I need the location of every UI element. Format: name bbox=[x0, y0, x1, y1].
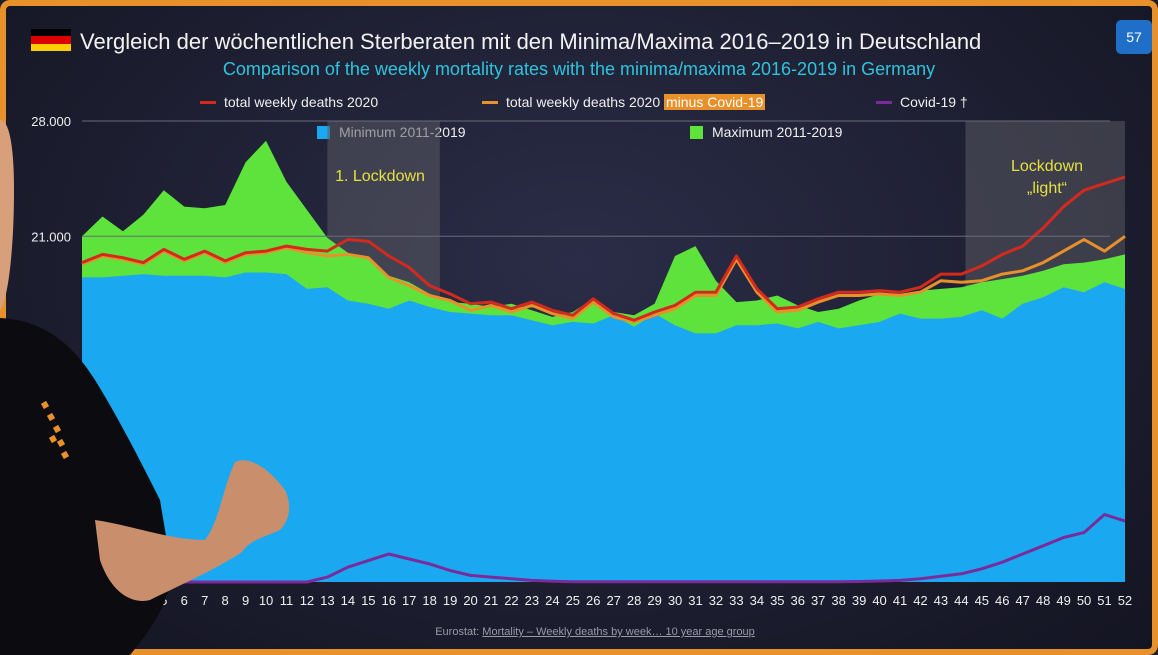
legend-minimum-swatch bbox=[317, 125, 330, 139]
source-citation: Eurostat: Mortality – Weekly deaths by w… bbox=[0, 626, 1158, 638]
legend-total: total weekly deaths 2020 bbox=[200, 94, 378, 110]
x-tick-label: 26 bbox=[586, 593, 600, 608]
x-tick-label: 22 bbox=[504, 593, 518, 608]
x-tick-label: 38 bbox=[831, 593, 845, 608]
x-tick-label: 24 bbox=[545, 593, 559, 608]
x-tick-label: 25 bbox=[566, 593, 580, 608]
x-tick-label: 13 bbox=[320, 593, 334, 608]
legend-covid-swatch bbox=[876, 100, 892, 104]
x-tick-label: 51 bbox=[1097, 593, 1111, 608]
legend-minus-covid-label: total weekly deaths 2020 bbox=[506, 94, 661, 110]
x-tick-label: 20 bbox=[463, 593, 477, 608]
x-tick-label: 19 bbox=[443, 593, 457, 608]
legend-covid-label: Covid-19 † bbox=[900, 94, 968, 110]
presenter-silhouette bbox=[0, 120, 290, 655]
x-tick-label: 21 bbox=[484, 593, 498, 608]
legend-covid: Covid-19 † bbox=[876, 94, 968, 110]
x-tick-label: 14 bbox=[341, 593, 355, 608]
x-tick-label: 49 bbox=[1056, 593, 1070, 608]
x-tick-label: 7 bbox=[201, 593, 208, 608]
x-tick-label: 32 bbox=[709, 593, 723, 608]
x-tick-label: 28 bbox=[627, 593, 641, 608]
legend-maximum: Maximum 2011-2019 bbox=[690, 124, 842, 140]
line-covid-19 bbox=[82, 513, 1126, 584]
x-tick-label: 44 bbox=[954, 593, 968, 608]
x-tick-label: 43 bbox=[934, 593, 948, 608]
chart-title: Vergleich der wöchentlichen Sterberaten … bbox=[80, 29, 982, 54]
x-tick-label: 37 bbox=[811, 593, 825, 608]
x-tick-label: 29 bbox=[647, 593, 661, 608]
x-tick-label: 11 bbox=[280, 593, 294, 608]
x-tick-label: 23 bbox=[525, 593, 539, 608]
x-tick-label: 39 bbox=[852, 593, 866, 608]
x-tick-label: 6 bbox=[181, 593, 188, 608]
page-number-badge: 57 bbox=[1116, 20, 1152, 54]
legend-total-swatch bbox=[200, 100, 216, 104]
x-tick-label: 35 bbox=[770, 593, 784, 608]
x-tick-label: 36 bbox=[791, 593, 805, 608]
presenter-face bbox=[0, 120, 14, 310]
x-tick-label: 50 bbox=[1077, 593, 1091, 608]
x-tick-label: 12 bbox=[300, 593, 314, 608]
x-tick-label: 17 bbox=[402, 593, 416, 608]
x-tick-label: 45 bbox=[975, 593, 989, 608]
x-tick-label: 15 bbox=[361, 593, 375, 608]
x-tick-label: 41 bbox=[893, 593, 907, 608]
source-prefix: Eurostat: bbox=[435, 626, 480, 638]
x-tick-label: 30 bbox=[668, 593, 682, 608]
x-tick-label: 16 bbox=[382, 593, 396, 608]
legend-minus-covid-swatch bbox=[482, 100, 498, 104]
y-tick-label: 28.000 bbox=[31, 114, 71, 129]
lockdown-light-annotation-line2: „light“ bbox=[1027, 180, 1067, 197]
x-tick-label: 46 bbox=[995, 593, 1009, 608]
x-tick-label: 40 bbox=[872, 593, 886, 608]
legend-total-label: total weekly deaths 2020 bbox=[224, 94, 379, 110]
x-tick-label: 10 bbox=[259, 593, 273, 608]
area-minimum-2011-2019 bbox=[82, 272, 1125, 582]
legend-maximum-swatch bbox=[690, 125, 703, 139]
legend-maximum-label: Maximum 2011-2019 bbox=[712, 124, 843, 140]
x-tick-label: 18 bbox=[422, 593, 436, 608]
legend-minus-covid-highlight: minus Covid-19 bbox=[664, 94, 766, 110]
x-tick-label: 52 bbox=[1118, 593, 1132, 608]
legend-minus-covid: total weekly deaths 2020 minus Covid-19 bbox=[482, 94, 766, 110]
x-tick-label: 42 bbox=[913, 593, 927, 608]
x-tick-label: 9 bbox=[242, 593, 249, 608]
x-tick-label: 33 bbox=[729, 593, 743, 608]
y-tick-label: 21.000 bbox=[31, 229, 71, 244]
chart-subtitle: Comparison of the weekly mortality rates… bbox=[222, 59, 936, 79]
x-tick-label: 48 bbox=[1036, 593, 1050, 608]
source-link[interactable]: Mortality – Weekly deaths by week… 10 ye… bbox=[482, 626, 755, 638]
x-tick-label: 27 bbox=[606, 593, 620, 608]
x-tick-label: 8 bbox=[222, 593, 229, 608]
presenter-body bbox=[0, 318, 171, 655]
lockdown-light-annotation-line1: Lockdown bbox=[1011, 158, 1083, 175]
line-total-weekly-deaths-2020 bbox=[81, 175, 1126, 322]
presenter-hand bbox=[95, 460, 290, 601]
x-tick-label: 47 bbox=[1015, 593, 1029, 608]
lockdown-1-annotation: 1. Lockdown bbox=[335, 168, 425, 185]
german-flag-icon bbox=[31, 29, 71, 51]
shirt-logo-icon bbox=[40, 400, 70, 460]
line-total-weekly-deaths-2020-minus-covid-19 bbox=[81, 235, 1126, 324]
x-tick-label: 34 bbox=[750, 593, 764, 608]
x-tick-label: 31 bbox=[688, 593, 702, 608]
